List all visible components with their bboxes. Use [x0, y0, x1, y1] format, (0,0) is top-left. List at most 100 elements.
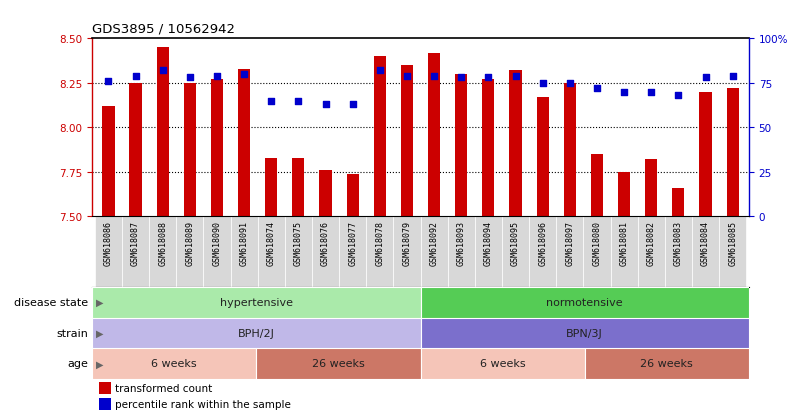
Bar: [610, 217, 638, 287]
Bar: [537, 98, 549, 217]
Bar: [122, 217, 149, 287]
Text: GSM618087: GSM618087: [131, 221, 140, 265]
Bar: [428, 53, 441, 217]
Text: GSM618094: GSM618094: [484, 221, 493, 265]
Text: percentile rank within the sample: percentile rank within the sample: [115, 399, 291, 409]
Text: GSM618093: GSM618093: [457, 221, 465, 265]
Bar: [502, 217, 529, 287]
Bar: [727, 89, 739, 217]
Bar: [347, 174, 359, 217]
Text: GSM618083: GSM618083: [674, 221, 683, 265]
Bar: [421, 348, 585, 379]
Point: [672, 93, 685, 100]
Bar: [583, 217, 610, 287]
Text: ▶: ▶: [96, 297, 103, 308]
Bar: [92, 287, 421, 318]
Point: [265, 98, 278, 105]
Point: [129, 73, 142, 80]
Bar: [509, 71, 521, 217]
Text: hypertensive: hypertensive: [219, 297, 293, 308]
Bar: [339, 217, 366, 287]
Text: GSM618095: GSM618095: [511, 221, 520, 265]
Text: BPH/2J: BPH/2J: [238, 328, 275, 338]
Point: [292, 98, 305, 105]
Bar: [320, 171, 332, 217]
Bar: [256, 348, 421, 379]
Bar: [265, 158, 277, 217]
Text: disease state: disease state: [14, 297, 88, 308]
Bar: [92, 318, 421, 348]
Bar: [183, 84, 196, 217]
Text: GSM618090: GSM618090: [212, 221, 221, 265]
Bar: [618, 173, 630, 217]
Text: GSM618089: GSM618089: [185, 221, 195, 265]
Text: GSM618075: GSM618075: [294, 221, 303, 265]
Text: GSM618092: GSM618092: [429, 221, 439, 265]
Bar: [393, 217, 421, 287]
Text: 26 weeks: 26 weeks: [641, 358, 693, 368]
Text: GSM618074: GSM618074: [267, 221, 276, 265]
Text: GSM618091: GSM618091: [239, 221, 248, 265]
Bar: [92, 348, 256, 379]
Text: 6 weeks: 6 weeks: [151, 358, 197, 368]
Point: [238, 71, 251, 78]
Text: ▶: ▶: [96, 328, 103, 338]
Text: GSM618082: GSM618082: [646, 221, 656, 265]
Bar: [231, 217, 258, 287]
Text: BPN/3J: BPN/3J: [566, 328, 603, 338]
Bar: [585, 348, 749, 379]
Point: [590, 85, 603, 92]
Point: [156, 68, 169, 74]
Point: [373, 68, 386, 74]
Text: GDS3895 / 10562942: GDS3895 / 10562942: [92, 22, 235, 35]
Bar: [211, 80, 223, 217]
Text: GSM618086: GSM618086: [104, 221, 113, 265]
Text: GSM618079: GSM618079: [402, 221, 412, 265]
Bar: [292, 158, 304, 217]
Bar: [448, 217, 475, 287]
Text: GSM618088: GSM618088: [158, 221, 167, 265]
Text: GSM618081: GSM618081: [620, 221, 629, 265]
Bar: [475, 217, 502, 287]
Bar: [156, 48, 169, 217]
Text: strain: strain: [56, 328, 88, 338]
Bar: [95, 217, 122, 287]
Bar: [99, 382, 111, 394]
Bar: [699, 93, 711, 217]
Bar: [400, 66, 413, 217]
Bar: [638, 217, 665, 287]
Bar: [645, 160, 658, 217]
Bar: [564, 84, 576, 217]
Bar: [455, 75, 467, 217]
Point: [699, 75, 712, 82]
Bar: [312, 217, 339, 287]
Bar: [258, 217, 285, 287]
Point: [618, 89, 630, 96]
Point: [319, 102, 332, 108]
Point: [455, 75, 468, 82]
Point: [346, 102, 359, 108]
Bar: [149, 217, 176, 287]
Text: GSM618096: GSM618096: [538, 221, 547, 265]
Text: GSM618080: GSM618080: [593, 221, 602, 265]
Bar: [421, 318, 749, 348]
Bar: [374, 57, 386, 217]
Text: GSM618097: GSM618097: [566, 221, 574, 265]
Bar: [366, 217, 393, 287]
Bar: [130, 84, 142, 217]
Bar: [99, 398, 111, 410]
Point: [482, 75, 495, 82]
Text: normotensive: normotensive: [546, 297, 623, 308]
Text: 26 weeks: 26 weeks: [312, 358, 364, 368]
Bar: [556, 217, 583, 287]
Point: [211, 73, 223, 80]
Bar: [176, 217, 203, 287]
Point: [400, 73, 413, 80]
Bar: [591, 155, 603, 217]
Bar: [692, 217, 719, 287]
Bar: [421, 287, 749, 318]
Text: 6 weeks: 6 weeks: [480, 358, 525, 368]
Bar: [103, 107, 115, 217]
Point: [645, 89, 658, 96]
Bar: [421, 217, 448, 287]
